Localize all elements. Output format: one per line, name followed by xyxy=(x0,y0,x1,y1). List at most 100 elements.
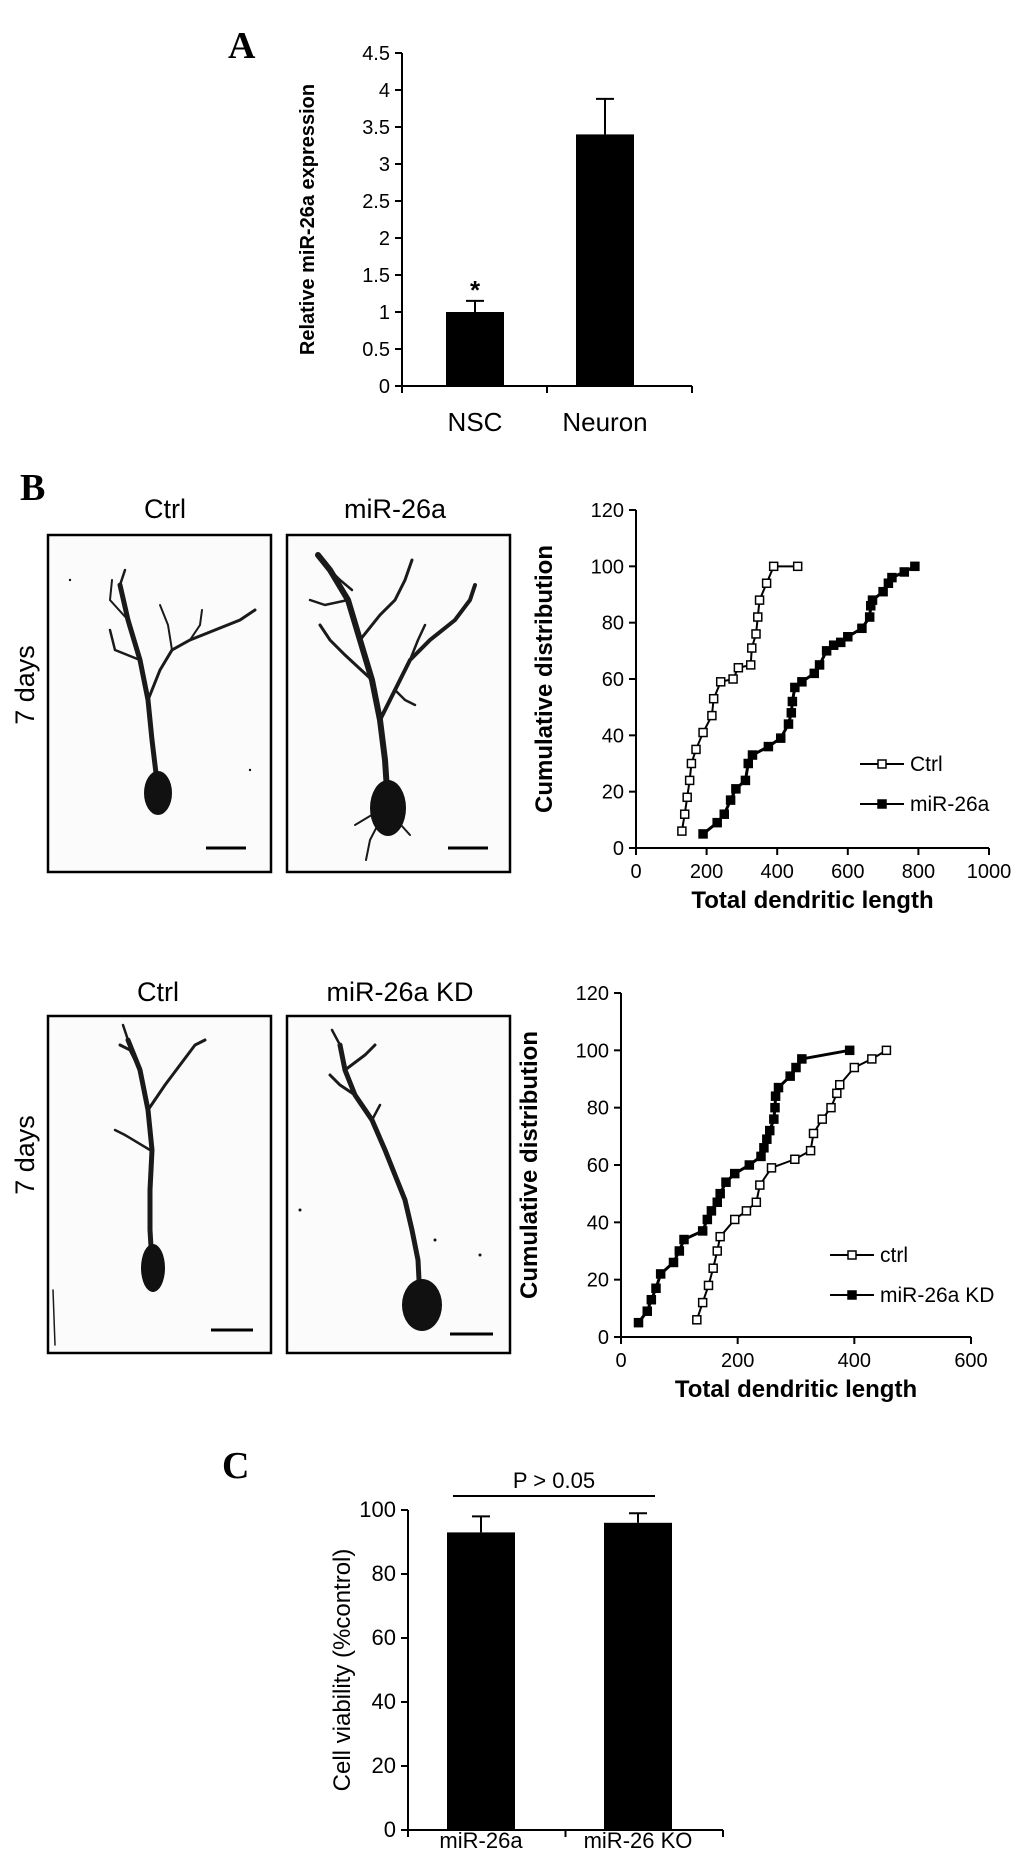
data-point xyxy=(707,710,717,721)
data-point xyxy=(770,1091,781,1101)
y-tick-label: 0 xyxy=(613,838,624,860)
legend-label: Ctrl xyxy=(910,753,943,776)
neuron-drawing xyxy=(298,1028,482,1331)
data-point xyxy=(768,561,779,572)
image-label-top-mir26a: miR-26a xyxy=(344,494,447,524)
y-tick-label: 1.5 xyxy=(362,265,390,287)
y-tick-label: 0 xyxy=(379,376,390,398)
data-point xyxy=(762,1134,772,1144)
neuron-drawing xyxy=(52,1023,207,1346)
data-point xyxy=(759,1143,769,1153)
data-point xyxy=(849,1062,860,1073)
y-tick-label: 80 xyxy=(587,1098,609,1120)
data-point xyxy=(765,1125,775,1136)
data-point xyxy=(808,1128,819,1139)
p-value-label: P > 0.05 xyxy=(513,1468,595,1493)
y-tick-label: 0 xyxy=(598,1327,609,1349)
neuron-drawing xyxy=(308,552,477,861)
y-tick-label: 40 xyxy=(587,1212,609,1234)
y-tick-label: 100 xyxy=(576,1040,609,1062)
data-point xyxy=(743,758,754,769)
y-tick-label: 0.5 xyxy=(362,339,390,361)
data-point xyxy=(679,1234,689,1245)
y-tick-label: 20 xyxy=(602,782,624,804)
y-tick-label: 60 xyxy=(372,1625,396,1650)
data-point xyxy=(817,1114,827,1124)
data-point xyxy=(814,660,825,670)
chart-a: 0 0.5 1 1.5 2 2.5 3 3.5 4 4.5 Relative miR-26a exp… xyxy=(297,43,693,437)
data-point xyxy=(751,629,761,639)
data-point xyxy=(786,708,797,718)
data-point xyxy=(728,674,738,684)
data-point xyxy=(703,1280,714,1291)
y-tick-label: 100 xyxy=(591,556,624,578)
bar xyxy=(604,1522,672,1830)
data-point xyxy=(844,1045,855,1056)
data-point xyxy=(785,1071,795,1081)
neuron-image-top-ctrl xyxy=(46,533,273,874)
data-point xyxy=(857,623,867,634)
y-tick-label: 0 xyxy=(384,1817,396,1842)
legend-marker xyxy=(877,759,887,769)
data-point xyxy=(686,758,697,769)
data-point xyxy=(730,1168,740,1179)
y-tick-label: 80 xyxy=(602,613,624,635)
data-point xyxy=(712,1246,722,1256)
category-label: miR-26a xyxy=(439,1828,523,1853)
data-point xyxy=(747,750,758,760)
data-point xyxy=(899,567,910,577)
bar xyxy=(576,134,634,386)
y-tick-label: 3.5 xyxy=(362,117,390,139)
data-point xyxy=(682,792,692,803)
data-point xyxy=(698,829,708,839)
y-axis-label: Relative miR-26a expression xyxy=(297,84,319,355)
data-point xyxy=(715,1188,725,1199)
data-point xyxy=(733,662,744,673)
data-point xyxy=(731,784,741,794)
y-tick-label: 60 xyxy=(602,669,624,691)
data-point xyxy=(684,775,695,786)
legend-label: miR-26a KD xyxy=(880,1284,994,1307)
data-point xyxy=(878,586,888,597)
data-point xyxy=(864,612,875,622)
image-label-bottom-kd: miR-26a KD xyxy=(326,977,473,1007)
data-point xyxy=(698,727,708,738)
x-axis-label: Total dendritic length xyxy=(691,887,933,914)
y-tick-label: 80 xyxy=(372,1561,396,1586)
data-point xyxy=(787,696,798,707)
row-label-bottom: 7 days xyxy=(10,1115,40,1195)
legend-label: miR-26a xyxy=(910,793,990,816)
data-point xyxy=(747,643,757,653)
y-tick-label: 3 xyxy=(379,154,390,176)
data-point xyxy=(826,1102,836,1113)
data-point xyxy=(753,612,763,622)
data-point xyxy=(674,1246,685,1256)
y-tick-label: 4 xyxy=(379,80,390,102)
data-point xyxy=(719,809,729,819)
chart-c: 0 20 40 60 80 100 Cell viability (%control) miR… xyxy=(329,1468,724,1853)
significance-star: * xyxy=(470,275,481,305)
data-point xyxy=(677,826,687,836)
y-tick-label: 120 xyxy=(576,983,609,1005)
x-tick-label: 600 xyxy=(831,861,864,883)
data-point xyxy=(651,1283,661,1294)
data-point xyxy=(835,637,846,648)
data-point xyxy=(754,595,765,605)
data-point xyxy=(745,660,756,670)
y-tick-label: 40 xyxy=(602,725,624,747)
data-point xyxy=(751,1197,762,1208)
y-tick-label: 1 xyxy=(379,302,390,324)
series-line-1 xyxy=(702,565,916,836)
x-tick-label: 0 xyxy=(615,1350,626,1372)
data-point xyxy=(773,1082,784,1093)
data-point xyxy=(791,1062,801,1073)
data-point xyxy=(730,1214,740,1225)
data-point xyxy=(832,1088,842,1099)
data-point xyxy=(881,1045,892,1056)
y-tick-label: 40 xyxy=(372,1689,396,1714)
data-point xyxy=(708,1263,718,1273)
data-point xyxy=(805,1145,816,1156)
chart-b-bottom: 0 20 40 60 80 100 120 0 200 400 600 Total dendritic… xyxy=(516,983,994,1403)
data-point xyxy=(790,682,800,693)
